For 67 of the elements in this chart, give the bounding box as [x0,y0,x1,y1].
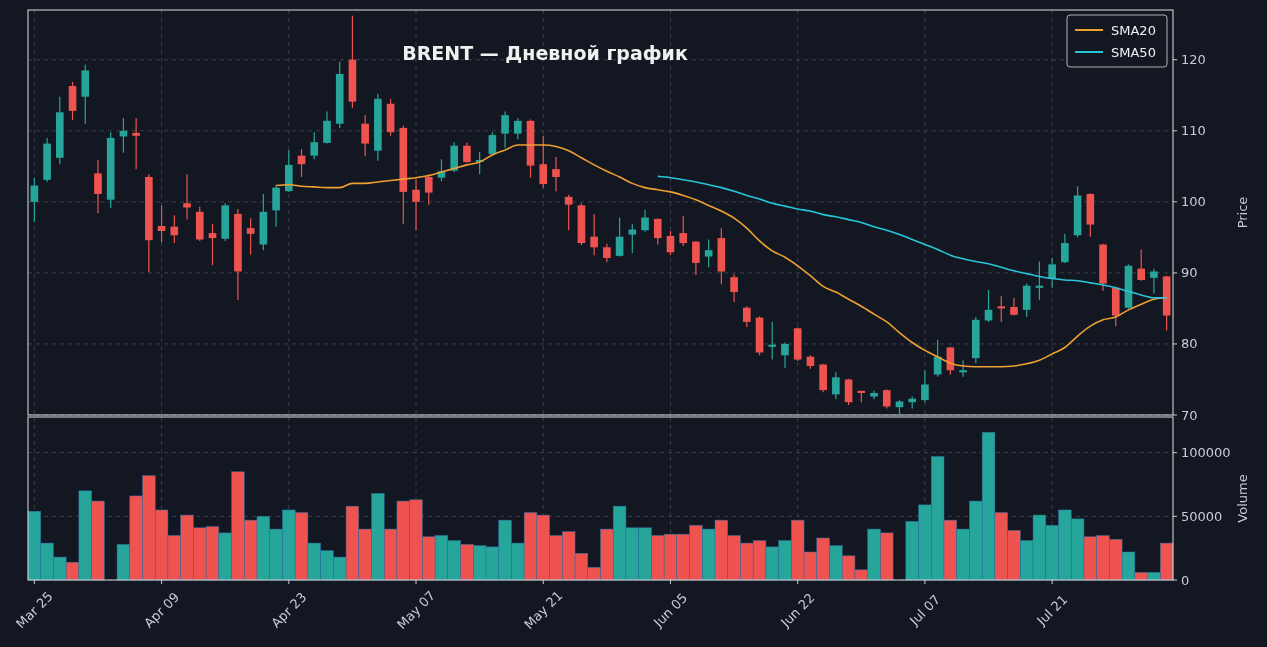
candlestick [959,359,967,378]
candlestick [157,204,166,243]
candlestick [704,238,713,268]
candlestick [768,321,777,361]
candlestick [615,216,624,258]
candlestick [628,223,637,254]
candlestick [984,289,993,323]
candlestick [501,111,509,149]
candlestick [424,173,433,206]
candlestick [412,179,420,231]
x-tick-label: Jul 21 [1033,591,1071,629]
candlestick [692,240,700,276]
candlestick [921,369,929,403]
y-tick-label: 110 [1181,123,1206,139]
legend-label: SMA20 [1111,22,1156,38]
x-tick-label: Apr 23 [268,589,310,631]
y-tick-label: 0 [1181,572,1190,588]
y-tick-label: 100000 [1181,445,1231,461]
candlestick [603,243,611,263]
candlestick [844,378,853,406]
y-tick-label: 120 [1181,52,1206,68]
y-tick-label: 100 [1181,194,1206,210]
y-axis-title: Price [1235,196,1250,229]
y-tick-label: 50000 [1181,508,1223,524]
candlestick [653,217,662,246]
candlestick [132,117,140,170]
candlestick [564,194,573,231]
candlestick [170,214,179,244]
candlestick [641,209,649,233]
candlestick [463,142,471,164]
y-tick-label: 70 [1181,407,1198,423]
candlestick [1061,233,1069,264]
candlestick [539,135,548,189]
x-tick-label: Jul 07 [906,591,944,629]
candlestick [552,156,560,192]
x-tick-label: Jun 05 [650,590,691,631]
candlestick [666,230,675,256]
candlestick [310,131,319,160]
candlestick [590,213,598,256]
candlestick [1150,268,1158,295]
candlestick [361,114,369,157]
y-tick-label: 90 [1181,265,1198,281]
candlestick [94,159,102,214]
candlestick [323,111,331,145]
candlestick [208,223,217,266]
y-axis-title: Volume [1235,474,1250,523]
x-tick-label: Jun 22 [777,590,818,631]
candlestick [246,217,255,256]
text: BRENT — Дневной график [402,42,688,64]
x-tick-label: Apr 09 [141,589,183,631]
candlestick [1010,297,1018,317]
candlestick [730,273,738,303]
candlestick [679,215,688,247]
candlestick [513,117,522,140]
y-tick-label: 80 [1181,336,1198,352]
candlestick [183,173,191,221]
candlestick [1048,257,1056,289]
candlestick [272,184,280,228]
candlestick [30,177,39,223]
candlestick [832,371,840,400]
x-tick-label: Mar 25 [13,588,56,632]
candlestick [882,388,891,410]
candlestick [781,341,789,369]
candlestick [1137,248,1146,282]
candlestick [997,295,1006,323]
candlestick [742,305,751,328]
legend-label: SMA50 [1111,44,1156,60]
